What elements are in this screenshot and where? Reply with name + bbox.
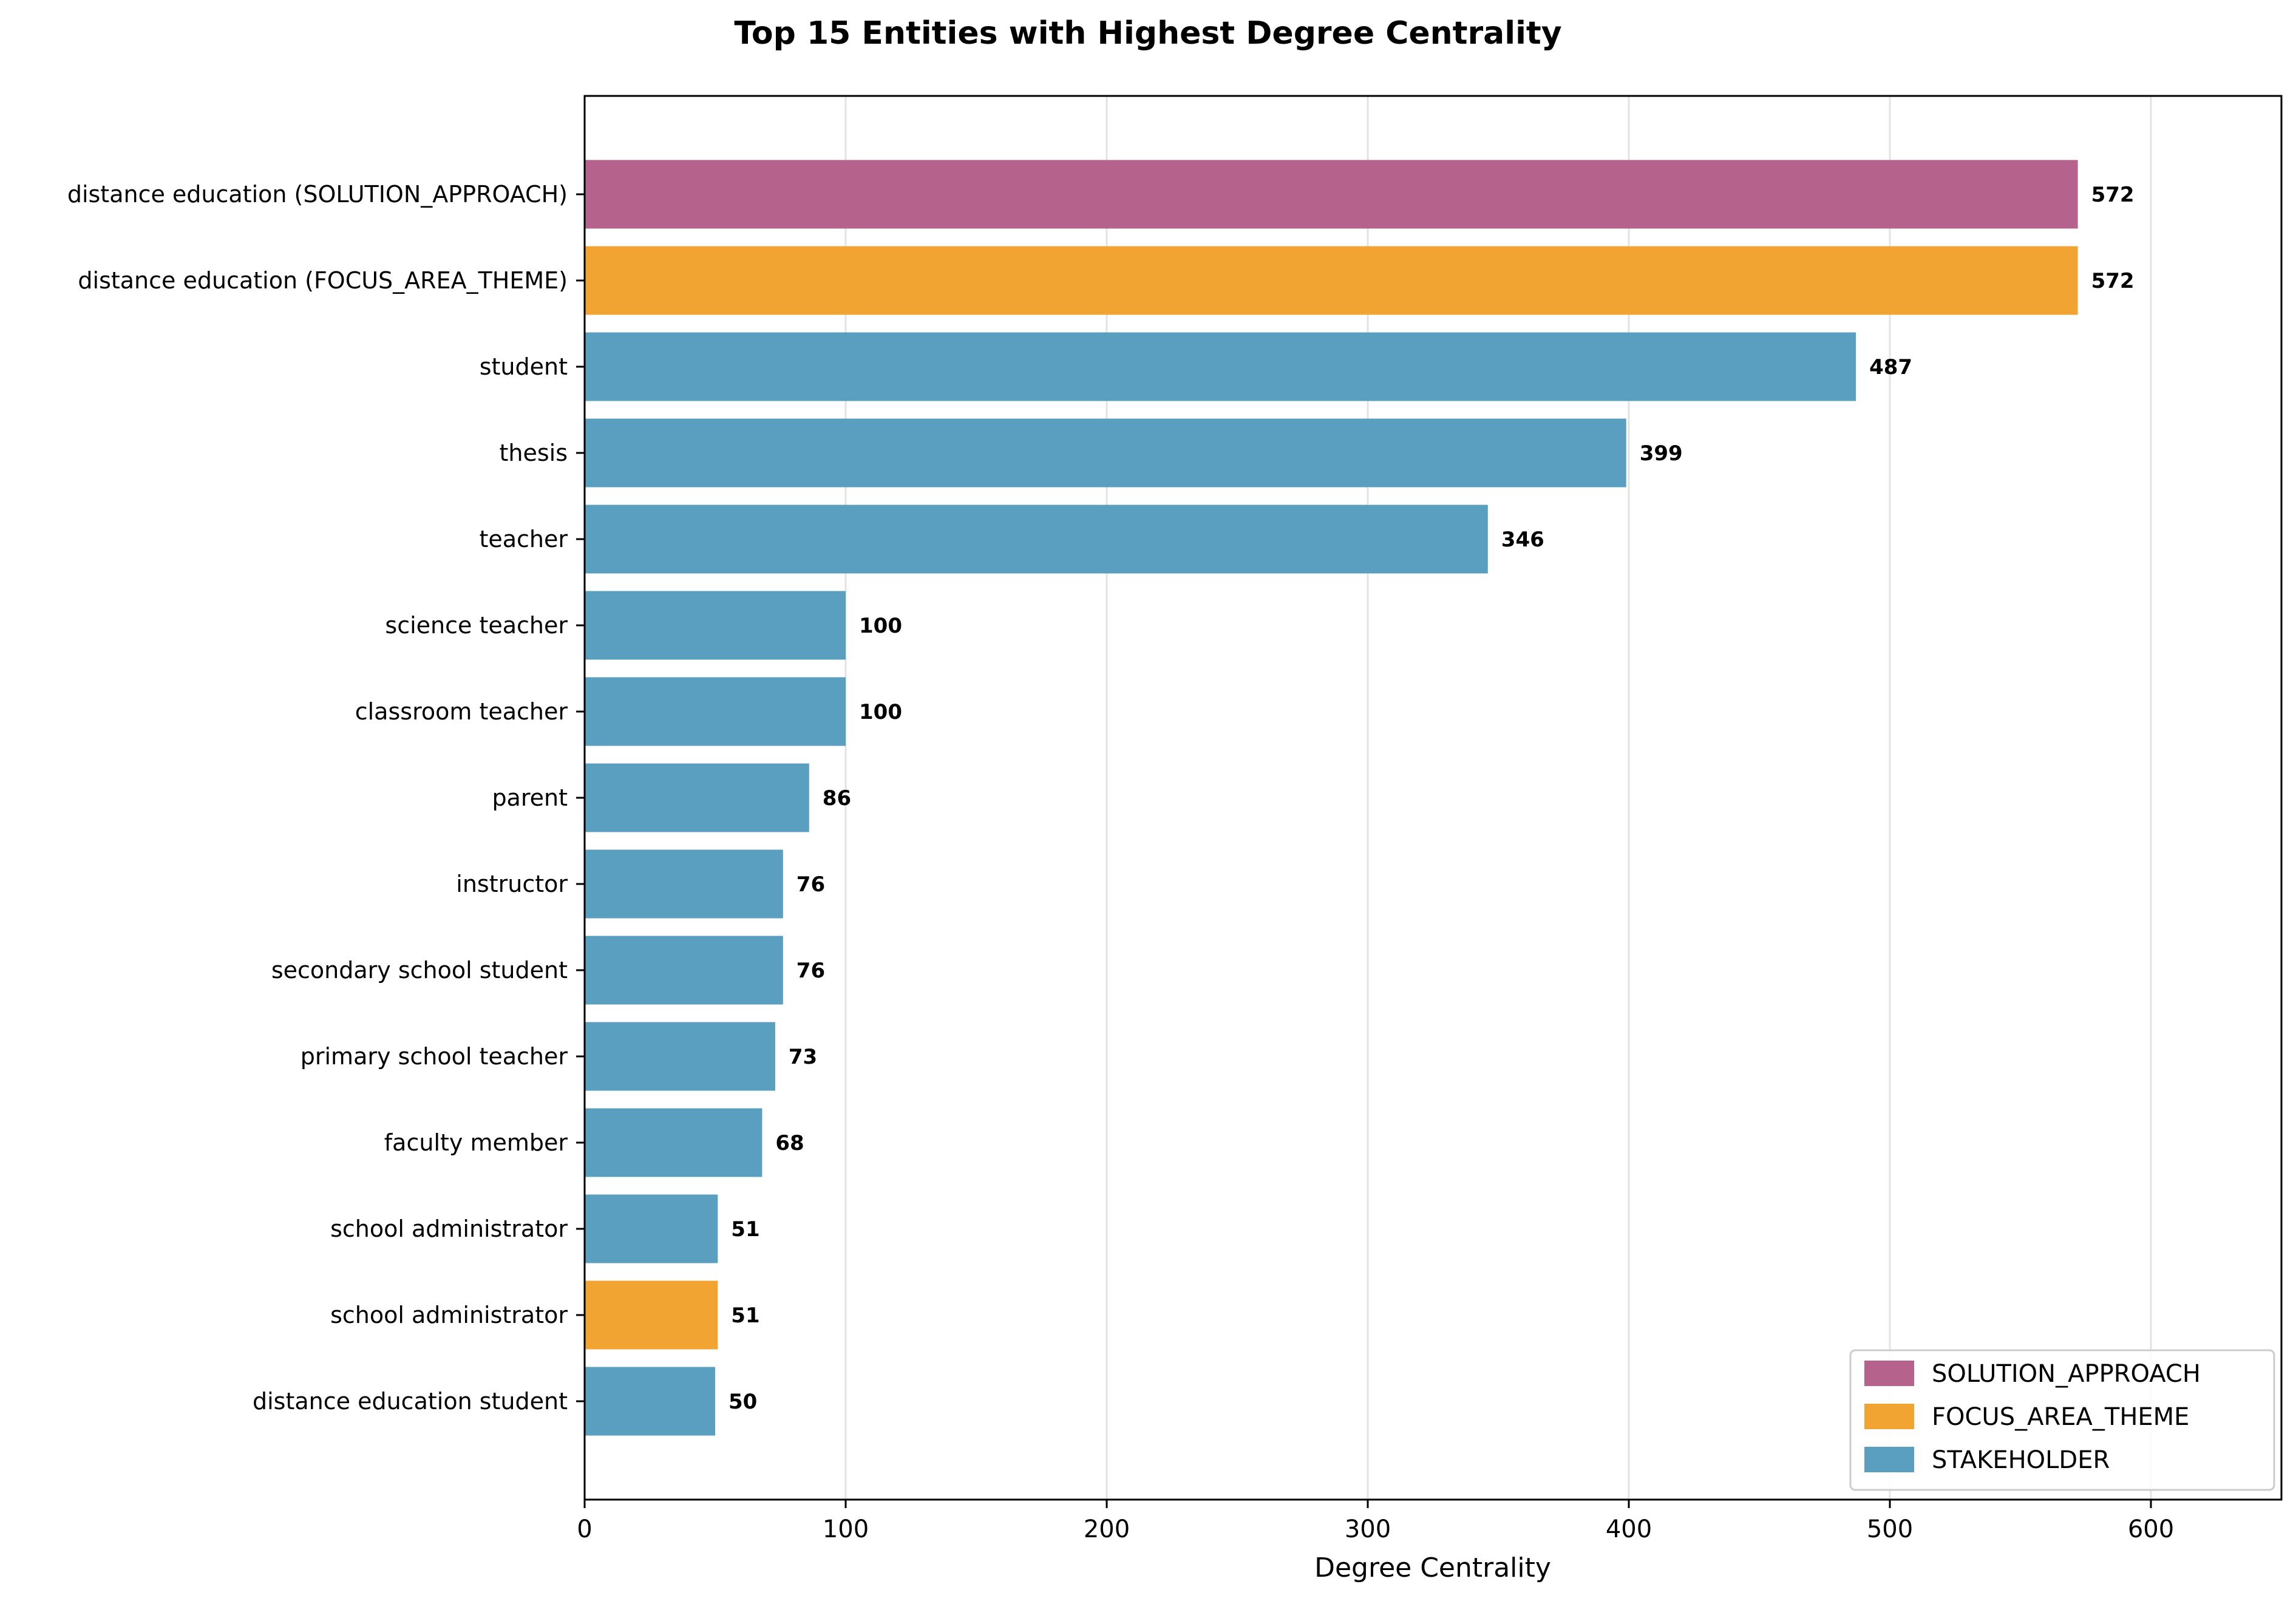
data-label: 399 [1640,441,1683,466]
category-label: school administrator [330,1215,568,1242]
data-label: 68 [775,1131,804,1155]
grid-lines [844,96,2152,1500]
bar [585,505,1488,574]
legend-label: SOLUTION_APPROACH [1932,1360,2201,1388]
bar [585,418,1626,488]
chart-title: Top 15 Entities with Highest Degree Cent… [734,15,1561,52]
category-label: secondary school student [271,957,568,984]
category-label: parent [492,784,568,811]
legend-swatch [1864,1404,1914,1429]
data-label: 572 [2091,183,2135,207]
data-label: 73 [789,1045,817,1069]
x-tick-label: 100 [823,1515,869,1543]
data-label: 100 [859,700,902,724]
bar [585,849,783,919]
legend: SOLUTION_APPROACH FOCUS_AREA_THEME STAKEHO… [1849,1349,2275,1491]
data-label: 50 [729,1390,757,1414]
x-axis-ticks: 0 100 200 300 400 500 600 [577,1500,2174,1543]
bar [585,1280,718,1350]
data-label: 51 [731,1304,759,1328]
data-label: 86 [823,786,851,811]
category-label: classroom teacher [355,698,568,725]
data-label: 346 [1501,528,1544,552]
category-labels: distance education (SOLUTION_APPROACH)di… [67,181,585,1415]
bar [585,332,1856,401]
category-label: school administrator [330,1302,568,1328]
legend-label: STAKEHOLDER [1932,1446,2110,1474]
x-tick-label: 0 [577,1515,592,1543]
bar [585,160,2078,229]
category-label: instructor [456,871,568,897]
bar [585,246,2078,315]
bars [585,160,2078,1436]
x-tick-label: 300 [1345,1515,1391,1543]
legend-items: SOLUTION_APPROACH FOCUS_AREA_THEME STAKEHO… [1864,1360,2201,1474]
bar [585,763,809,832]
x-tick-label: 500 [1867,1515,1913,1543]
category-label: distance education (FOCUS_AREA_THEME) [78,267,568,294]
x-tick-label: 400 [1606,1515,1652,1543]
category-label: science teacher [385,612,568,639]
plot-frame [583,95,2283,1501]
bar [585,1108,763,1177]
data-label: 487 [1869,355,1912,379]
data-label: 51 [731,1217,759,1242]
bar [585,677,846,746]
data-label: 76 [796,872,825,897]
category-label: faculty member [384,1129,568,1156]
x-tick-label: 200 [1084,1515,1130,1543]
legend-swatch [1864,1447,1914,1472]
legend-swatch [1864,1361,1914,1386]
x-axis-label: Degree Centrality [1314,1552,1551,1583]
x-tick-label: 600 [2128,1515,2174,1543]
bar [585,1194,718,1263]
category-label: primary school teacher [301,1043,568,1070]
bar [585,1022,775,1091]
data-label: 572 [2091,269,2135,293]
data-labels: 572 572 487 399 346 100 100 86 76 76 73 68 51 51 50 [729,183,2135,1414]
category-label: student [480,353,568,380]
legend-label: FOCUS_AREA_THEME [1932,1403,2189,1431]
bar [585,1367,715,1436]
legend-box [1849,1349,2275,1491]
bar [585,936,783,1005]
category-label: thesis [499,440,568,466]
category-label: teacher [479,526,568,552]
data-label: 100 [859,614,902,638]
bar [585,591,846,660]
category-label: distance education (SOLUTION_APPROACH) [67,181,568,208]
category-label: distance education student [253,1388,568,1415]
data-label: 76 [796,959,825,983]
